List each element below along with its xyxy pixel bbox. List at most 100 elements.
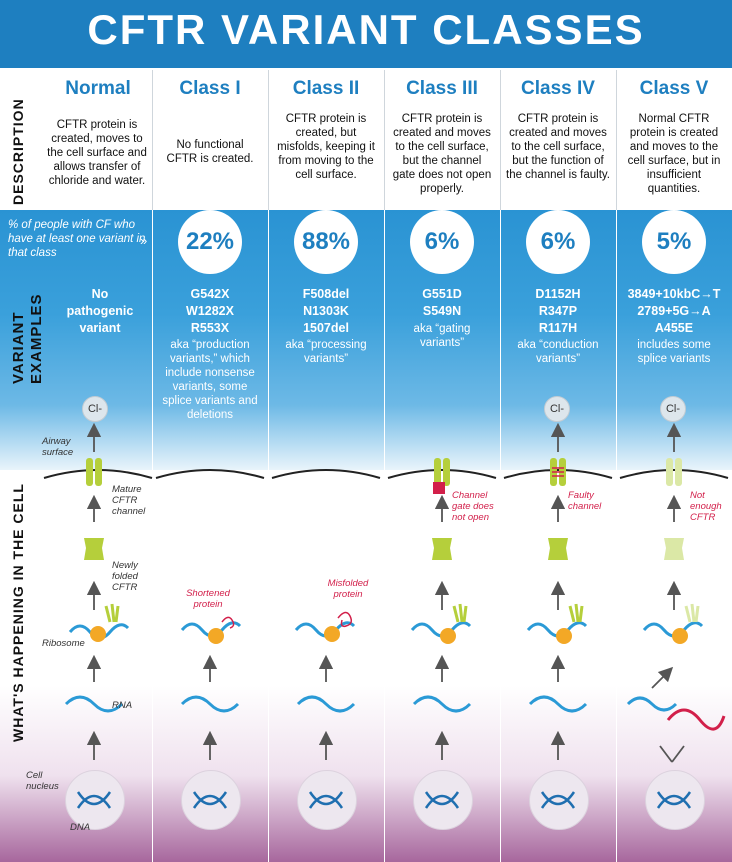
variant-line: G551D	[422, 287, 462, 301]
description-class-3: CFTR protein is created and moves to the…	[392, 113, 492, 195]
chloride-ion-normal: Cl-	[82, 396, 108, 422]
variant-line: F508del	[302, 287, 350, 301]
nucleus-normal	[65, 770, 125, 830]
variants-normal: No pathogenic variant	[48, 286, 152, 337]
ribosome-class-5	[642, 603, 704, 644]
column-divider	[152, 210, 153, 862]
column-header-class-3: Class III	[406, 78, 478, 99]
folded-cftr-class-3	[432, 538, 452, 560]
shortened-protein-label: Shortened protein	[186, 588, 230, 610]
chevron-right-icon: »	[140, 233, 148, 248]
description-class-1: No functional CFTR is created.	[166, 139, 254, 165]
column-divider	[384, 70, 385, 210]
description-normal: CFTR protein is created, moves to the ce…	[47, 119, 147, 187]
variants-class-4: D1152H R347P R117H	[500, 286, 616, 337]
mature-channel-class-4	[550, 458, 566, 486]
variant-line: variant	[79, 321, 121, 335]
aka-class-2: aka “processing variants”	[285, 339, 367, 365]
faulty-rna-class-5	[666, 708, 726, 731]
ribosome-label: Ribosome	[42, 638, 85, 649]
description-class-2: CFTR protein is created, but misfolds, k…	[277, 113, 375, 181]
cell-nucleus-label: Cell nucleus	[26, 770, 59, 792]
variant-line: D1152H	[535, 287, 581, 301]
column-divider	[268, 70, 269, 210]
rna-label: RNA	[112, 700, 133, 711]
nucleus-class-4	[529, 770, 589, 830]
arrow-up-icons	[86, 422, 682, 760]
ribosome-class-3	[410, 603, 472, 644]
aka-class-4: aka “conduction variants”	[517, 339, 599, 365]
aka-class-3: aka “gating variants”	[413, 323, 471, 349]
variant-line: W1282X	[186, 304, 234, 318]
mature-channel-class-3	[433, 458, 450, 494]
variants-class-2: F508del N1303K 1507del	[268, 286, 384, 337]
percent-class-3: 6%	[410, 210, 474, 274]
column-header-class-4: Class IV	[521, 78, 595, 99]
membrane-class-1	[155, 469, 265, 479]
percent-class-5: 5%	[642, 210, 706, 274]
aka-class-1: aka “production variants,” which include…	[162, 339, 258, 421]
column-divider	[384, 210, 385, 862]
percent-class-2: 88%	[294, 210, 358, 274]
percent-note: % of people with CF who have at least on…	[8, 219, 146, 259]
variants-class-5: 3849+10kbC→T 2789+5G→A A455E	[616, 286, 732, 337]
variant-line: A455E	[654, 321, 694, 335]
nucleus-class-2	[297, 770, 357, 830]
description-class-4: CFTR protein is created and moves to the…	[506, 113, 610, 181]
variant-line: 2789+5G→A	[637, 304, 711, 318]
variant-line: R347P	[538, 304, 578, 318]
variant-line: G542X	[190, 287, 230, 301]
membrane-class-5	[619, 469, 729, 479]
column-divider	[268, 210, 269, 862]
variant-line: No	[91, 287, 109, 301]
membrane-class-3	[387, 469, 497, 479]
column-header-class-2: Class II	[292, 78, 360, 99]
column-header-class-1: Class I	[179, 78, 241, 99]
faulty-channel-label: Faulty channel	[568, 490, 602, 512]
dna-helices	[76, 791, 692, 809]
nucleus-class-3	[413, 770, 473, 830]
channel-gate-label: Channel gate does not open	[452, 490, 494, 523]
ribosome-class-1	[180, 616, 242, 644]
not-enough-cftr-label: Not enough CFTR	[690, 490, 722, 523]
variant-line: 3849+10kbC→T	[627, 287, 721, 301]
mature-channel-label: Mature CFTR channel	[112, 484, 146, 517]
column-header-class-5: Class V	[639, 78, 709, 99]
column-divider	[616, 70, 617, 210]
variant-line: R553X	[190, 321, 230, 335]
column-divider	[152, 70, 153, 210]
variant-line: R117H	[538, 321, 578, 335]
percent-class-1: 22%	[178, 210, 242, 274]
variant-line: N1303K	[303, 304, 349, 318]
nucleus-class-5	[645, 770, 705, 830]
percent-class-4: 6%	[526, 210, 590, 274]
folded-cftr-class-5	[664, 538, 684, 560]
ribosome-class-4	[526, 603, 588, 644]
folded-cftr-class-4	[548, 538, 568, 560]
ribosome-class-2	[294, 611, 356, 642]
membrane-class-4	[503, 469, 613, 479]
chloride-ion-class-4: Cl-	[544, 396, 570, 422]
misfolded-protein-label: Misfolded protein	[327, 578, 369, 600]
variant-line: S549N	[422, 304, 462, 318]
variants-class-3: G551D S549N	[384, 286, 500, 320]
variants-class-1: G542X W1282X R553X	[152, 286, 268, 337]
column-divider	[500, 70, 501, 210]
chloride-ion-class-5: Cl-	[660, 396, 686, 422]
percent-and-variants-band	[0, 210, 732, 470]
variant-line: pathogenic	[66, 304, 134, 318]
split-arrow-icon	[659, 745, 685, 763]
column-header-normal: Normal	[65, 78, 131, 99]
dna-label: DNA	[70, 822, 91, 833]
variant-line: 1507del	[303, 321, 349, 335]
aka-class-5: includes some splice variants	[637, 339, 711, 365]
mature-channel-normal	[86, 458, 102, 486]
column-divider	[500, 210, 501, 862]
nucleus-class-1	[181, 770, 241, 830]
page-title: CFTR VARIANT CLASSES	[87, 6, 645, 53]
title-bar	[0, 0, 732, 68]
newly-folded-label: Newly folded CFTR	[112, 560, 138, 593]
description-class-5: Normal CFTR protein is created and moves…	[627, 113, 721, 195]
